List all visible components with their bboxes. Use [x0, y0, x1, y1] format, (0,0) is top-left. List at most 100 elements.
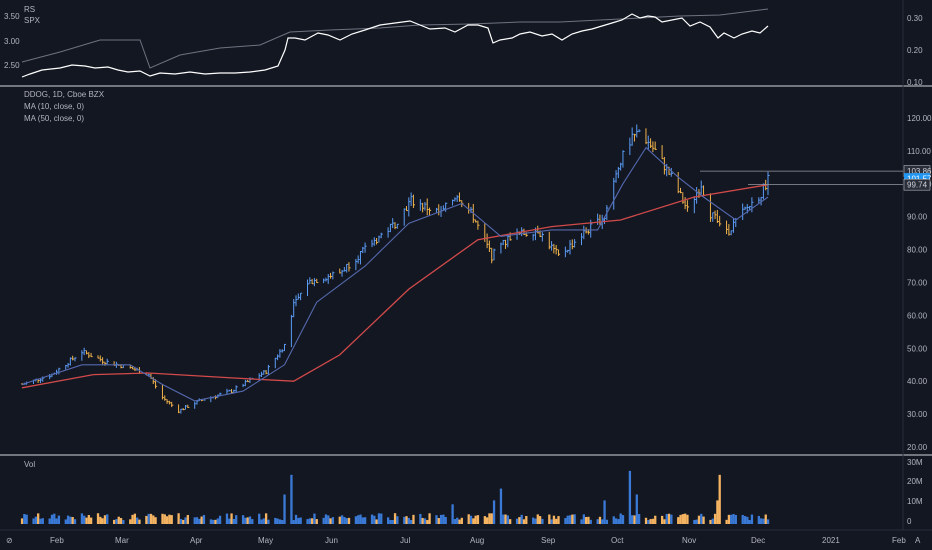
time-label-jul: Jul	[400, 536, 410, 545]
volume-bar	[697, 515, 701, 524]
volume-bar	[50, 514, 54, 524]
rs-line	[21, 13, 769, 78]
volume-bar	[548, 514, 551, 524]
volume-bar	[670, 514, 673, 524]
volume-bar	[550, 519, 553, 524]
volume-bar	[343, 516, 346, 524]
volume-bar	[184, 517, 187, 524]
volume-bar	[41, 518, 44, 524]
ma10-legend: MA (10, close, 0)	[24, 102, 84, 111]
volume-bar	[96, 513, 100, 524]
volume-bar	[725, 519, 728, 524]
volume-bar	[354, 516, 358, 524]
volume-bar	[306, 519, 309, 524]
volume-bar	[403, 516, 406, 524]
volume-bar	[428, 513, 431, 524]
volume-bar	[520, 514, 523, 524]
time-label-apr: Apr	[190, 536, 203, 545]
volume-bar	[444, 517, 447, 524]
volume-bar	[64, 519, 67, 524]
volume-bar	[202, 514, 206, 524]
auto-scale-icon[interactable]: A	[915, 536, 921, 545]
volume-bar	[766, 519, 770, 524]
volume-bar	[467, 514, 470, 524]
volume-bar	[195, 517, 199, 524]
volume-bar	[308, 518, 312, 524]
rs-right-tick-2: 0.20	[907, 46, 923, 55]
volume-bar	[214, 519, 217, 524]
volume-bar	[601, 519, 604, 524]
volume-bar	[421, 518, 424, 524]
time-label-aug: Aug	[470, 536, 484, 545]
volume-bar	[57, 515, 61, 524]
volume-bar	[571, 514, 574, 524]
volume-bar	[485, 517, 489, 524]
volume-bar	[499, 488, 503, 524]
volume-bar	[136, 517, 139, 524]
volume-bar	[614, 518, 618, 524]
volume-bar	[232, 518, 236, 524]
price-tick: 30.00	[907, 410, 928, 419]
volume-bar	[555, 518, 558, 524]
volume-bar	[251, 519, 254, 524]
volume-bar	[582, 514, 586, 524]
volume-bar	[734, 514, 737, 524]
rs-pane: RS SPX 3.50 3.00 2.50 0.30 0.20 0.10	[4, 5, 923, 87]
price-tick: 80.00	[907, 246, 928, 255]
volume-bar	[373, 515, 376, 524]
volume-bar	[25, 514, 28, 524]
volume-bar	[357, 515, 360, 524]
timezone-icon[interactable]: ⊘	[6, 536, 13, 545]
volume-bar	[419, 513, 422, 524]
volume-bar	[322, 517, 325, 524]
time-label-may: May	[258, 536, 273, 545]
volume-bar	[297, 517, 300, 524]
volume-bar	[660, 515, 664, 524]
volume-bar	[163, 514, 166, 524]
volume-bar	[393, 513, 397, 524]
volume-bar	[179, 518, 183, 524]
time-label-jun: Jun	[325, 536, 338, 545]
volume-tick-0: 0	[907, 517, 912, 526]
volume-bar	[727, 514, 731, 524]
volume-bar	[651, 518, 655, 524]
rs-legend: RS	[24, 5, 35, 14]
price-tick: 110.00	[907, 147, 931, 156]
volume-bar	[241, 515, 245, 524]
time-label-feb-2021: Feb	[892, 536, 906, 545]
volume-bar	[716, 500, 719, 524]
volume-bar	[133, 513, 137, 524]
volume-bar	[566, 515, 569, 524]
volume-bar	[313, 513, 316, 524]
volume-bar	[23, 514, 26, 524]
volume-bar	[605, 519, 609, 524]
volume-bar	[492, 500, 496, 524]
volume-bar	[117, 516, 120, 524]
time-axis[interactable]: Feb Mar Apr May Jun Jul Aug Sep Oct Nov …	[6, 536, 921, 545]
volume-bar	[541, 518, 544, 524]
time-label-2021: 2021	[822, 536, 840, 545]
volume-bar	[112, 519, 116, 524]
volume-bar	[532, 517, 535, 524]
volume-bar	[20, 518, 24, 524]
price-tick: 90.00	[907, 213, 928, 222]
volume-bar	[426, 520, 429, 524]
volume-bar	[684, 513, 687, 524]
volume-bar	[363, 517, 367, 524]
ma10-line	[21, 146, 769, 402]
volume-bar	[437, 518, 440, 524]
volume-bar	[453, 519, 457, 524]
volume-bar	[649, 519, 652, 524]
volume-bar	[131, 514, 134, 524]
volume-bar	[515, 518, 519, 524]
volume-bar	[292, 520, 295, 524]
volume-bar	[509, 519, 512, 524]
volume-tick-30m: 30M	[907, 458, 923, 467]
rs-right-tick-3: 0.10	[907, 78, 923, 87]
price-axis[interactable]: 120.00110.00100.0090.0080.0070.0060.0050…	[907, 114, 932, 452]
volume-bar	[246, 517, 249, 524]
volume-bar	[200, 516, 203, 524]
volume-bar	[748, 519, 751, 524]
